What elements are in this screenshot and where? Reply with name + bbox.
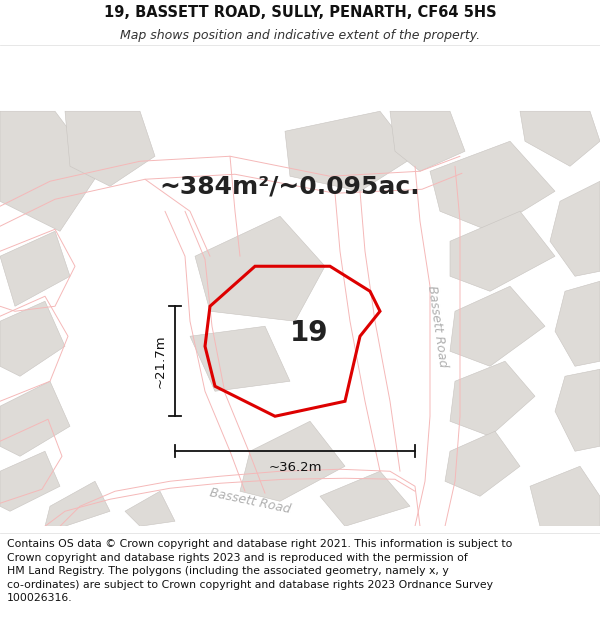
Polygon shape bbox=[450, 211, 555, 291]
Polygon shape bbox=[530, 466, 600, 526]
Polygon shape bbox=[195, 216, 325, 321]
Polygon shape bbox=[390, 111, 465, 171]
Text: ~21.7m: ~21.7m bbox=[154, 334, 167, 388]
Text: 19: 19 bbox=[290, 319, 329, 347]
Polygon shape bbox=[320, 471, 410, 526]
Polygon shape bbox=[125, 491, 175, 526]
Polygon shape bbox=[0, 231, 70, 306]
Polygon shape bbox=[445, 431, 520, 496]
Polygon shape bbox=[240, 421, 345, 501]
Polygon shape bbox=[285, 111, 415, 191]
Polygon shape bbox=[450, 286, 545, 366]
Polygon shape bbox=[0, 451, 60, 511]
Text: ~36.2m: ~36.2m bbox=[268, 461, 322, 474]
Polygon shape bbox=[555, 369, 600, 451]
Polygon shape bbox=[45, 481, 110, 526]
Polygon shape bbox=[550, 181, 600, 276]
Polygon shape bbox=[555, 281, 600, 366]
Polygon shape bbox=[430, 141, 555, 231]
Polygon shape bbox=[520, 111, 600, 166]
Polygon shape bbox=[190, 326, 290, 391]
Polygon shape bbox=[0, 301, 65, 376]
Polygon shape bbox=[0, 381, 70, 456]
Polygon shape bbox=[450, 361, 535, 436]
Text: 19, BASSETT ROAD, SULLY, PENARTH, CF64 5HS: 19, BASSETT ROAD, SULLY, PENARTH, CF64 5… bbox=[104, 5, 496, 20]
Text: Contains OS data © Crown copyright and database right 2021. This information is : Contains OS data © Crown copyright and d… bbox=[7, 539, 512, 603]
Text: ~384m²/~0.095ac.: ~384m²/~0.095ac. bbox=[160, 174, 421, 198]
Polygon shape bbox=[65, 111, 155, 186]
Text: Bassett Road: Bassett Road bbox=[425, 284, 449, 368]
Text: Bassett Road: Bassett Road bbox=[208, 486, 292, 516]
Polygon shape bbox=[0, 111, 100, 231]
Text: Map shows position and indicative extent of the property.: Map shows position and indicative extent… bbox=[120, 29, 480, 42]
